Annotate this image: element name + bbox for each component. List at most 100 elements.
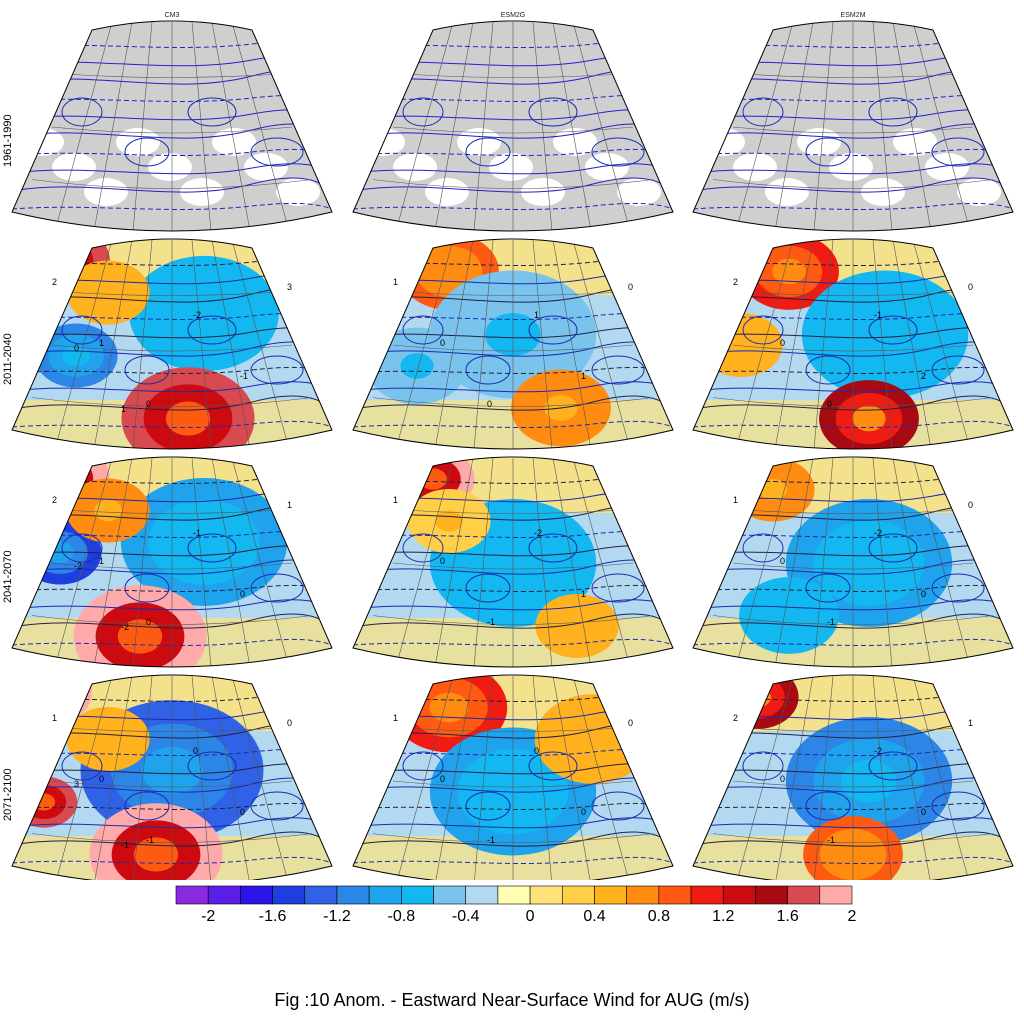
panel-border — [692, 238, 1014, 450]
contour-line — [693, 802, 1013, 811]
contour-line — [353, 476, 673, 485]
graticule-line — [772, 239, 814, 449]
graticule-line — [712, 615, 994, 625]
ocean-patch — [393, 153, 437, 181]
contour-label: -1 — [827, 617, 835, 627]
graticule-line — [432, 239, 474, 449]
graticule-line — [872, 675, 894, 880]
graticule-line — [552, 239, 594, 449]
contour-line — [12, 856, 332, 865]
graticule-line — [472, 675, 494, 880]
panel-border — [352, 20, 674, 232]
graticule-line — [812, 675, 834, 880]
colorbar-swatch — [336, 885, 370, 905]
panel-border — [692, 456, 1014, 668]
panel-border — [352, 674, 674, 880]
contour-line — [353, 202, 673, 211]
contour-ring — [528, 315, 578, 345]
graticule-line — [472, 457, 494, 667]
graticule-line — [772, 457, 814, 667]
graticule-line — [912, 239, 974, 449]
colorbar-tick-label: -1.6 — [258, 908, 287, 925]
anomaly-region — [400, 353, 434, 379]
contour-ring — [61, 533, 103, 563]
contour-label: 0 — [827, 399, 832, 409]
panel-border — [352, 238, 674, 450]
graticule-line — [412, 510, 614, 514]
contour-label: 0 — [99, 774, 104, 784]
graticule-line — [432, 457, 474, 667]
contour-line — [12, 94, 332, 103]
contour-label: 0 — [487, 399, 492, 409]
contour-ring — [402, 97, 444, 127]
graticule-line — [31, 179, 313, 189]
graticule-line — [872, 21, 894, 231]
colorbar-swatch — [401, 885, 434, 905]
graticule-line — [572, 21, 634, 231]
contour-line — [693, 40, 1013, 49]
contour-line — [12, 312, 332, 321]
contour-label: -1 — [487, 835, 495, 845]
contour-label: -1 — [193, 528, 201, 538]
contour-line — [12, 802, 332, 811]
contour-label: -2 — [193, 310, 201, 320]
contour-label: 0 — [780, 774, 785, 784]
ocean-patch — [425, 178, 469, 206]
contour-label: 0 — [581, 807, 586, 817]
graticule-line — [191, 21, 213, 231]
contour-line — [693, 748, 1013, 757]
panel-border — [692, 674, 1014, 880]
contour-label: 1 — [52, 713, 57, 723]
anomaly-region — [176, 520, 232, 564]
graticule-line — [372, 615, 654, 625]
colorbar-swatch — [175, 885, 209, 905]
contour-ring — [250, 791, 304, 821]
graticule-line — [532, 239, 554, 449]
contour-line — [12, 530, 332, 539]
graticule-line — [51, 344, 293, 352]
colorbar-swatch — [690, 885, 724, 905]
contour-line — [353, 312, 673, 321]
contour-ring — [868, 97, 918, 127]
anomaly-region — [759, 478, 787, 501]
graticule-line — [392, 675, 454, 880]
colorbar-swatch — [497, 885, 531, 905]
graticule-line — [51, 457, 113, 667]
graticule-line — [572, 239, 634, 449]
contour-ring — [868, 533, 918, 563]
contour-line — [353, 584, 673, 593]
graticule-line — [392, 780, 634, 788]
graticule-line — [211, 457, 253, 667]
contour-label: -2 — [874, 746, 882, 756]
contour-ring — [742, 533, 784, 563]
graticule-line — [71, 510, 273, 514]
column-title: ESM2G — [500, 12, 526, 19]
graticule-line — [772, 21, 814, 231]
colorbar-swatch — [658, 885, 692, 905]
contour-label: -1 — [487, 617, 495, 627]
contour-ring — [805, 791, 851, 821]
graticule-line — [732, 780, 974, 788]
contour-ring — [250, 137, 304, 167]
ocean-patch — [84, 178, 128, 206]
contour-ring — [931, 791, 985, 821]
contour-label: 1 — [968, 718, 973, 728]
graticule-line — [392, 562, 634, 570]
contour-ring — [465, 791, 511, 821]
ocean-patch — [617, 178, 661, 206]
contour-ring — [61, 315, 103, 345]
graticule-line — [912, 21, 974, 231]
contour-line — [12, 694, 332, 703]
contour-label: 2 — [52, 277, 57, 287]
graticule-line — [552, 675, 594, 880]
graticule-line — [732, 126, 974, 134]
graticule-line — [231, 239, 293, 449]
contour-label: 3 — [287, 282, 292, 292]
contour-line — [353, 638, 673, 647]
graticule-line — [752, 292, 954, 296]
contour-ring — [742, 97, 784, 127]
graticule-line — [732, 239, 794, 449]
graticule-line — [392, 126, 634, 134]
contour-label: 0 — [146, 617, 151, 627]
ocean-patch — [797, 128, 841, 156]
